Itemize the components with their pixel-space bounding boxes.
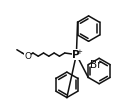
Text: Br: Br xyxy=(90,60,102,70)
Text: O: O xyxy=(24,52,31,61)
Text: -: - xyxy=(98,59,100,65)
Text: P: P xyxy=(72,50,80,60)
Text: +: + xyxy=(76,49,82,55)
